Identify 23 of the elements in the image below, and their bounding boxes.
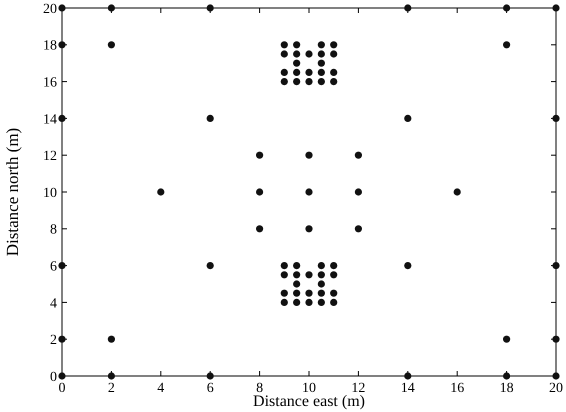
y-tick-label: 16 [43, 76, 57, 90]
y-tick-label: 6 [50, 260, 57, 274]
x-tick-label: 18 [500, 381, 514, 396]
y-tick-label: 4 [50, 296, 57, 312]
y-tick-label: 8 [50, 222, 57, 238]
y-tick-label: 20 [43, 2, 57, 17]
x-tick-label: 4 [157, 381, 164, 396]
x-tick-label: 20 [549, 381, 563, 396]
y-tick-label: 14 [43, 112, 57, 128]
x-tick-label: 8 [256, 381, 264, 396]
x-tick-label: 10 [302, 381, 316, 396]
y-tick-label: 10 [43, 186, 57, 201]
x-axis-title: Distance east (m) [253, 393, 365, 410]
y-tick-label: 12 [43, 149, 57, 164]
x-tick-label: 6 [206, 381, 214, 396]
y-tick-label: 0 [50, 370, 57, 385]
y-axis-title: Distance north (m) [3, 128, 22, 256]
x-tick-label: 14 [400, 381, 415, 396]
x-tick-label: 16 [450, 381, 464, 396]
x-tick-label: 2 [108, 381, 115, 396]
y-tick-label: 2 [50, 333, 57, 348]
y-tick-label: 18 [43, 38, 57, 54]
x-tick-label: 12 [351, 381, 366, 396]
